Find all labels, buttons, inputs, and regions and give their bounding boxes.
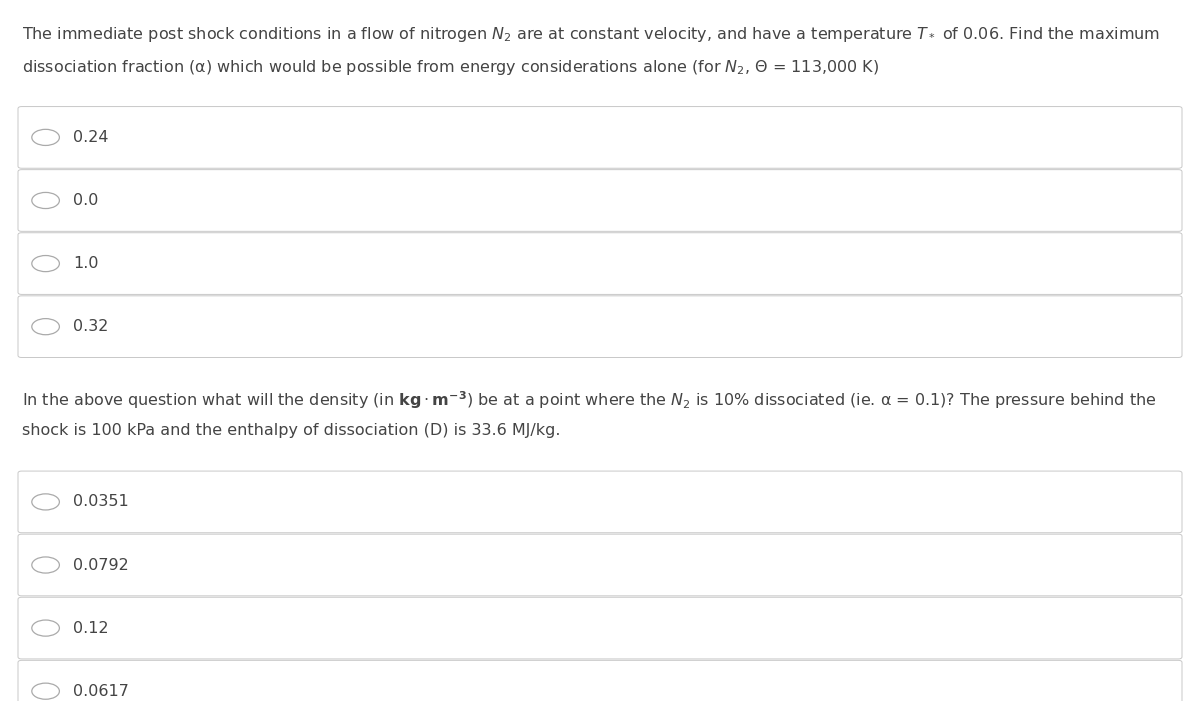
Text: 0.0617: 0.0617 — [73, 683, 130, 699]
Text: 0.12: 0.12 — [73, 620, 109, 636]
Text: 1.0: 1.0 — [73, 256, 98, 271]
Text: The immediate post shock conditions in a flow of nitrogen $N_2$ are at constant : The immediate post shock conditions in a… — [22, 25, 1159, 43]
Text: 0.0792: 0.0792 — [73, 557, 128, 573]
Text: shock is 100 kPa and the enthalpy of dissociation (D) is 33.6 MJ/kg.: shock is 100 kPa and the enthalpy of dis… — [22, 423, 560, 437]
Text: 0.0: 0.0 — [73, 193, 98, 208]
Text: 0.24: 0.24 — [73, 130, 109, 145]
Text: 0.32: 0.32 — [73, 319, 108, 334]
Text: 0.0351: 0.0351 — [73, 494, 128, 510]
Text: In the above question what will the density (in $\mathbf{kg} \cdot \mathbf{m}^{\: In the above question what will the dens… — [22, 389, 1156, 411]
Text: dissociation fraction (α) which would be possible from energy considerations alo: dissociation fraction (α) which would be… — [22, 58, 878, 77]
